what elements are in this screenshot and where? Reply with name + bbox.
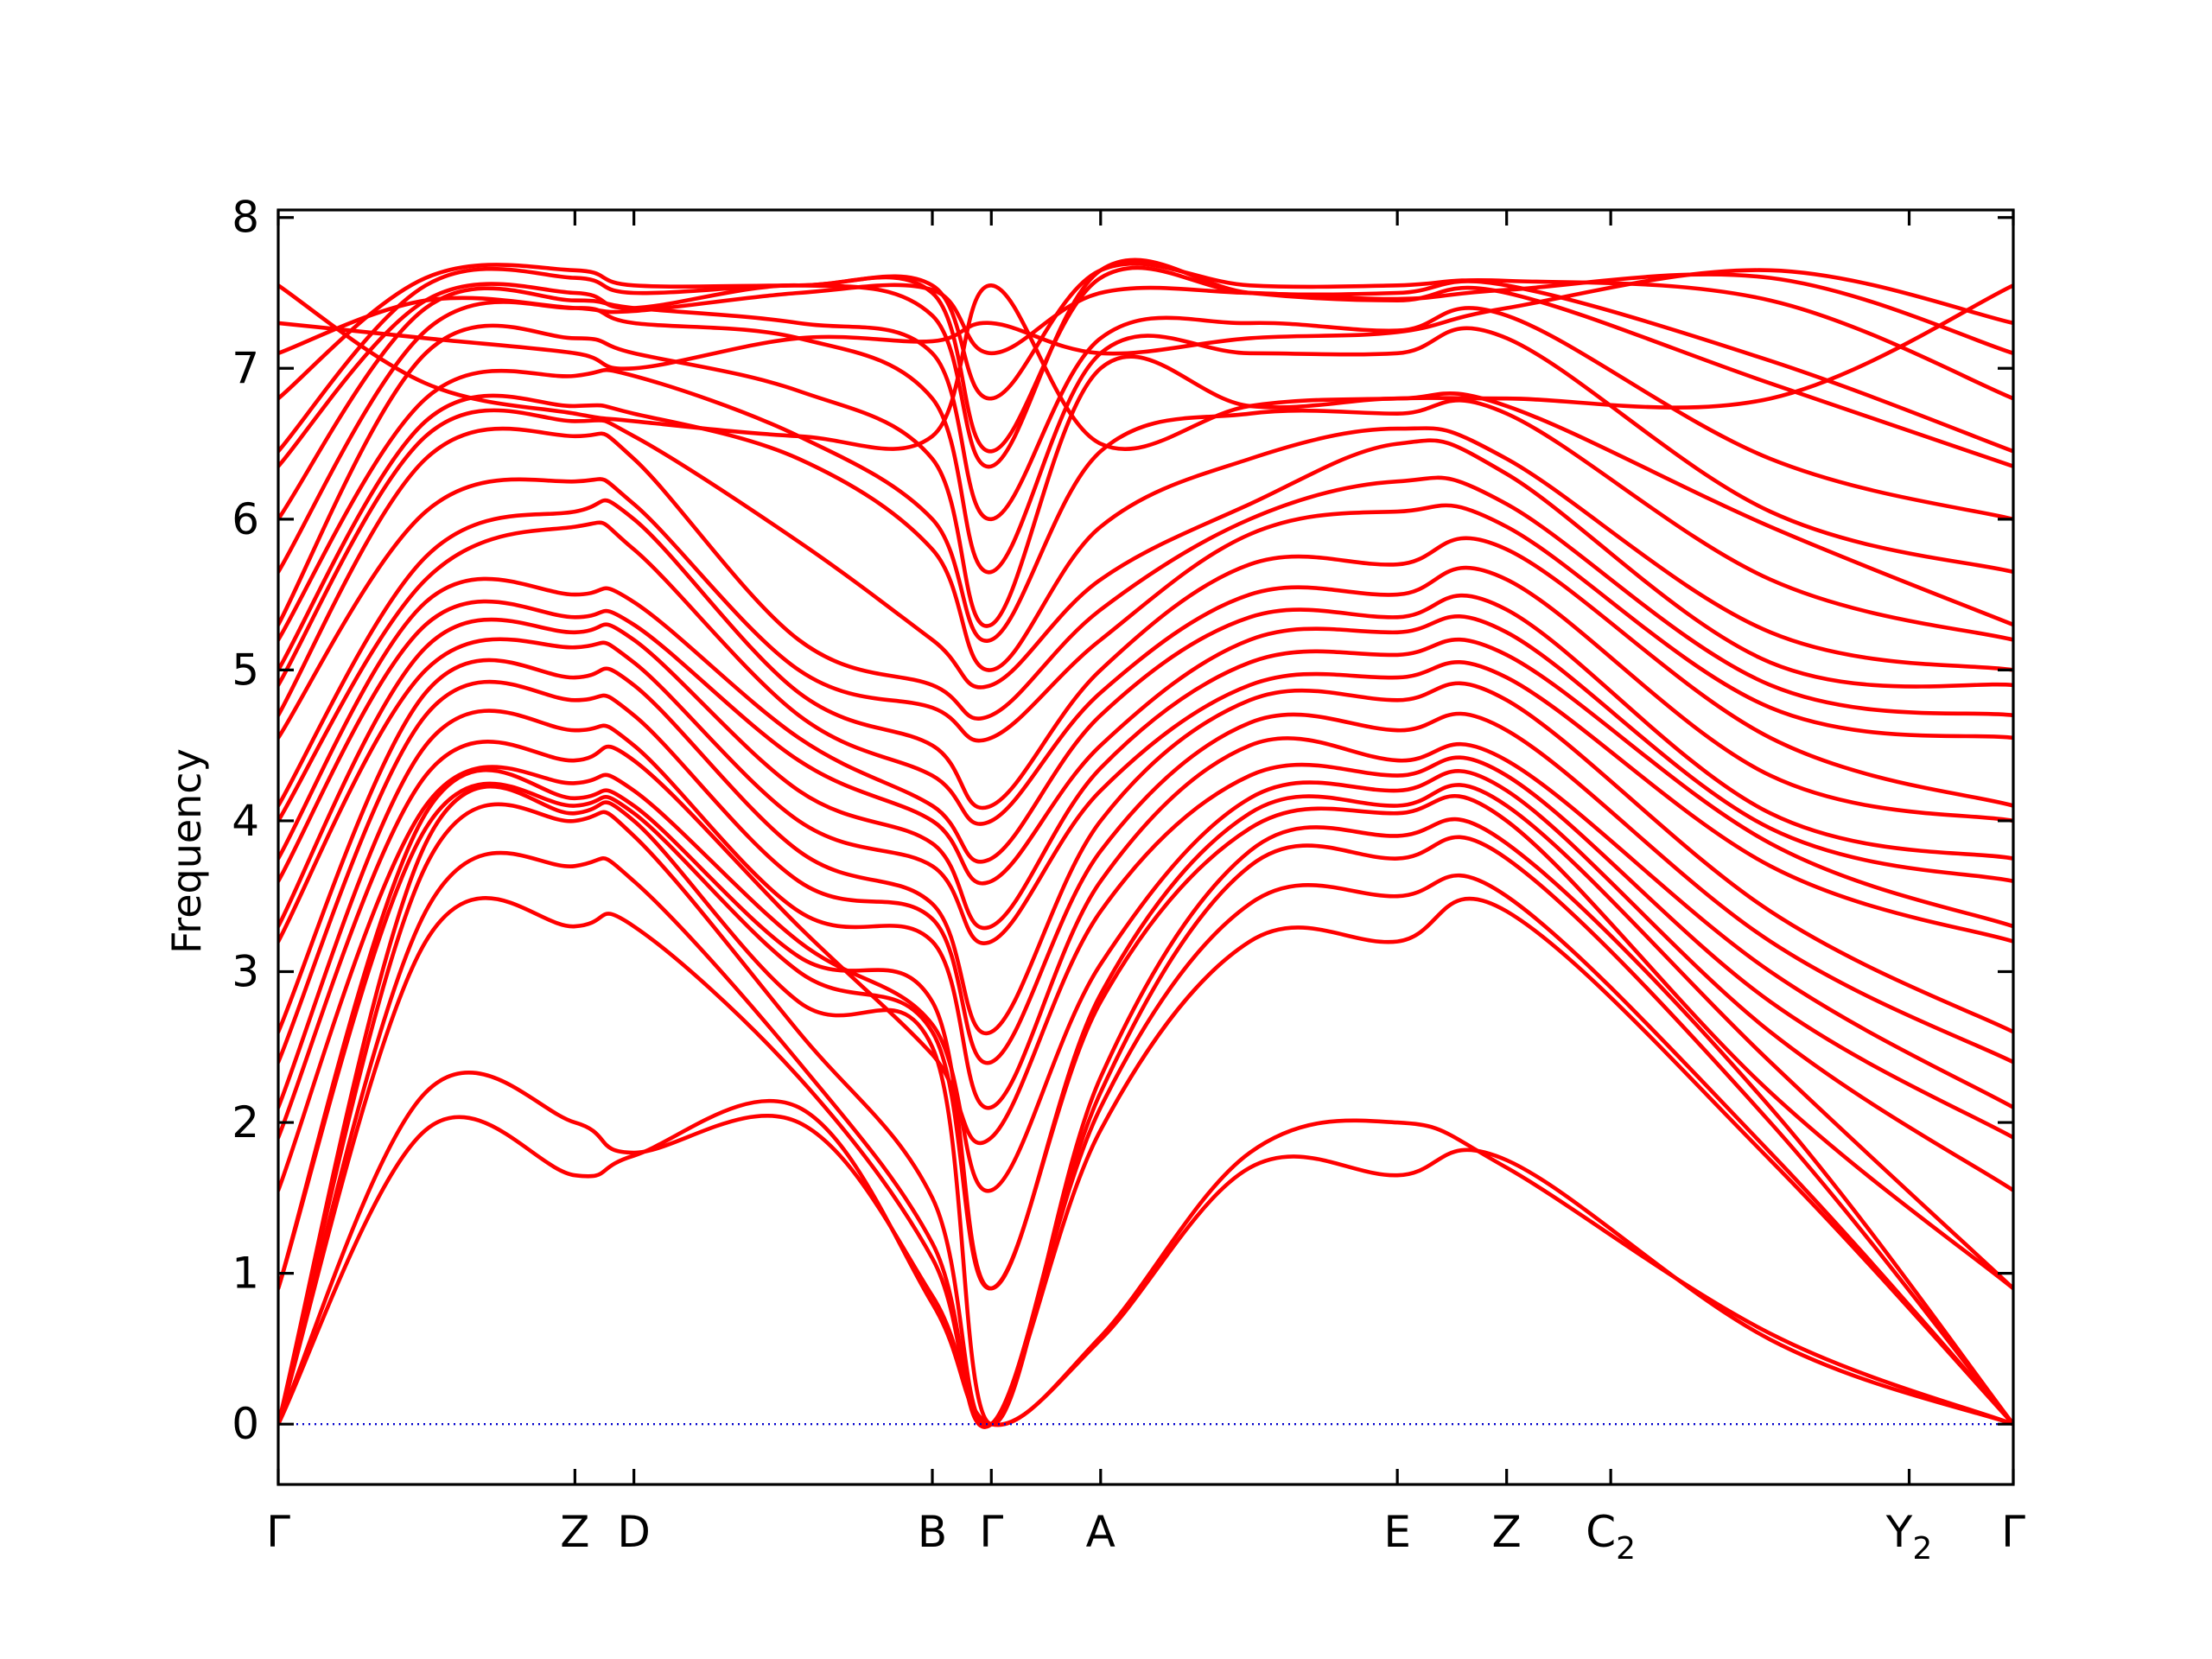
y-tick-label: 7: [232, 343, 259, 393]
band-line-12: [278, 679, 2013, 1065]
x-tick-label: Γ: [266, 1507, 290, 1557]
y-tick-label: 2: [232, 1097, 259, 1147]
y-tick-label: 5: [232, 645, 259, 695]
band-line-6: [278, 784, 2013, 1427]
band-line-16: [278, 599, 2013, 886]
x-tick-label-main: B: [918, 1507, 947, 1557]
x-tick-label-subscript: 2: [1912, 1531, 1932, 1567]
x-tick-label-main: Γ: [979, 1507, 1003, 1557]
x-axis: Γ Z D B Γ A E Z C2 Y2 Γ: [266, 210, 2025, 1567]
band-line-10: [278, 740, 2013, 1146]
band-line-32: [278, 268, 2013, 372]
x-tick-label-main: Γ: [266, 1507, 290, 1557]
band-line-11: [278, 709, 2013, 1110]
x-tick-label: Z: [560, 1507, 589, 1557]
band-line-21: [278, 426, 2013, 721]
x-tick-label: E: [1383, 1507, 1411, 1557]
x-tick-label-main: Y: [1885, 1507, 1913, 1557]
x-tick-label-main: E: [1383, 1507, 1411, 1557]
x-tick-label: Y2: [1885, 1507, 1932, 1567]
band-line-19: [278, 498, 2013, 810]
band-line-23: [278, 393, 2013, 672]
x-tick-label: A: [1086, 1507, 1116, 1557]
x-tick-label: Γ: [979, 1507, 1003, 1557]
x-tick-label: D: [617, 1507, 651, 1557]
band-line-14: [278, 637, 2013, 945]
x-tick-label: C2: [1586, 1507, 1636, 1567]
band-line-33: [278, 283, 2013, 451]
y-tick-label: 1: [232, 1249, 259, 1299]
y-tick-label: 8: [232, 193, 259, 243]
x-tick-label: Z: [1492, 1507, 1522, 1557]
y-axis: 0 1 2 3 4 5 6 7 8: [232, 193, 2013, 1449]
band-line-5: [278, 802, 2013, 1428]
band-line-28: [278, 257, 2013, 469]
y-tick-label: 4: [232, 796, 259, 846]
y-axis-label: Frequency: [163, 748, 210, 954]
band-line-24: [278, 367, 2013, 643]
band-line-8: [278, 768, 2013, 1291]
band-line-9: [278, 765, 2013, 1193]
band-line-31: [278, 272, 2013, 356]
band-line-22: [278, 408, 2013, 690]
x-tick-label-main: A: [1086, 1507, 1116, 1557]
band-lines: [278, 257, 2013, 1429]
band-line-20: [278, 477, 2013, 743]
x-tick-label-main: D: [617, 1507, 651, 1557]
band-line-25: [278, 323, 2013, 628]
x-tick-label: B: [918, 1507, 947, 1557]
band-line-17: [278, 576, 2013, 864]
band-line-27: [278, 286, 2013, 522]
y-tick-label: 0: [232, 1399, 259, 1449]
y-tick-label: 6: [232, 494, 259, 544]
band-line-29: [278, 265, 2013, 454]
band-line-18: [278, 520, 2013, 826]
band-line-15: [278, 617, 2013, 931]
x-tick-label-main: Γ: [2001, 1507, 2025, 1557]
plot-frame: [276, 208, 2015, 1486]
band-line-13: [278, 658, 2013, 1036]
x-tick-label: Γ: [2001, 1507, 2025, 1557]
x-tick-label-main: C: [1586, 1507, 1616, 1557]
y-tick-label: 3: [232, 947, 259, 997]
x-tick-label-main: Z: [1492, 1507, 1522, 1557]
x-tick-label-subscript: 2: [1616, 1531, 1636, 1567]
x-tick-label-main: Z: [560, 1507, 589, 1557]
